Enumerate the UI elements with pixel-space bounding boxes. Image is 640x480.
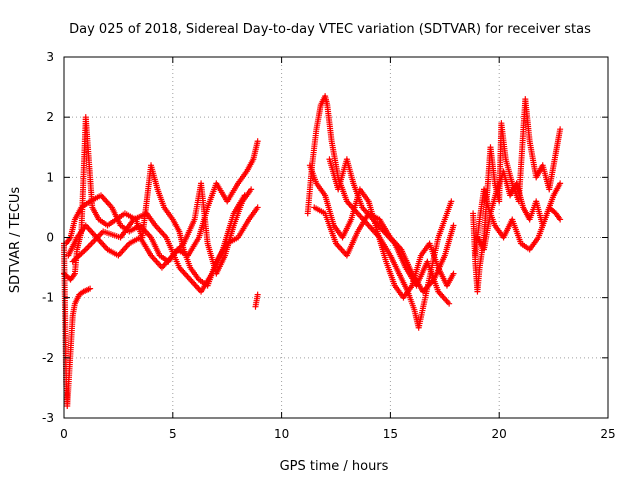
x-axis-label: GPS time / hours — [280, 459, 389, 474]
chart-title: Day 025 of 2018, Sidereal Day-to-day VTE… — [69, 22, 591, 37]
y-tick-label: -2 — [42, 351, 54, 365]
data-point — [254, 138, 261, 145]
x-tick-label: 5 — [169, 427, 177, 441]
x-tick-label: 20 — [492, 427, 507, 441]
series-track-14 — [472, 186, 492, 259]
data-point — [450, 222, 457, 229]
data-point — [254, 291, 261, 298]
y-tick-label: 1 — [46, 170, 54, 184]
data-points — [61, 93, 564, 409]
y-axis-label: SDTVAR / TECUs — [8, 187, 23, 294]
series-track-6 — [252, 291, 261, 310]
data-point — [87, 285, 94, 292]
y-tick-label: 2 — [46, 110, 54, 124]
data-point — [448, 198, 455, 205]
series-track-4 — [65, 180, 255, 277]
data-point — [557, 180, 564, 187]
series-track-10 — [326, 156, 453, 307]
series-track-2 — [61, 114, 261, 289]
y-tick-label: -3 — [42, 411, 54, 425]
data-point — [450, 270, 457, 277]
data-point — [446, 300, 453, 307]
axis-ticks — [63, 56, 609, 419]
data-point — [248, 186, 255, 193]
y-tick-label: 0 — [46, 231, 54, 245]
series-track-13 — [483, 180, 564, 253]
series-track-5 — [69, 192, 248, 295]
y-tick-label: -1 — [42, 291, 54, 305]
tick-labels: 0 5 10 15 20 25 -3 -2 -1 0 1 2 3 — [42, 50, 616, 441]
y-tick-label: 3 — [46, 50, 54, 64]
x-tick-label: 10 — [274, 427, 289, 441]
x-tick-label: 25 — [600, 427, 615, 441]
data-point — [557, 216, 564, 223]
data-point — [241, 192, 248, 199]
x-tick-label: 0 — [60, 427, 68, 441]
data-point — [557, 126, 564, 133]
data-point — [485, 204, 492, 211]
data-point — [254, 204, 261, 211]
x-tick-label: 15 — [383, 427, 398, 441]
